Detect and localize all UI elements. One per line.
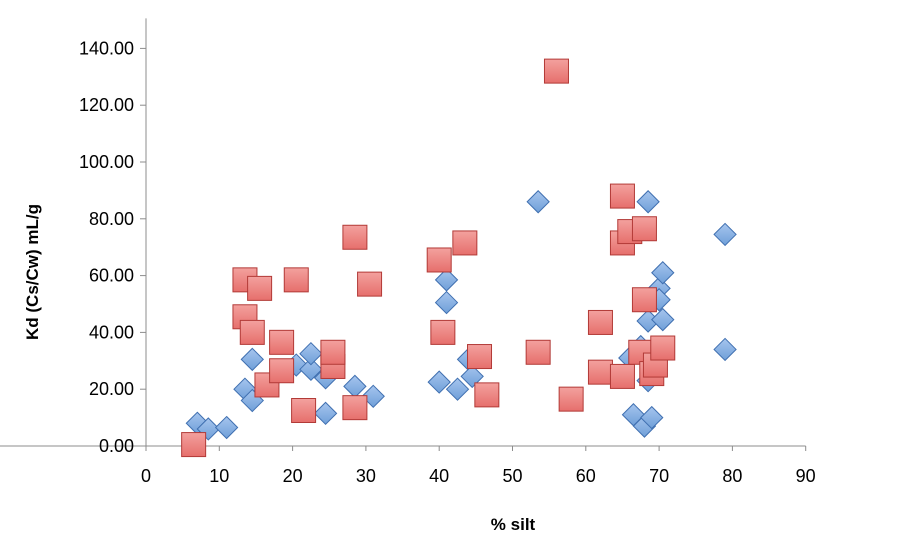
data-point-diamond [636, 190, 660, 214]
x-tick-label: 60 [576, 466, 596, 486]
y-tick-label: 80.00 [89, 209, 134, 229]
data-point-square [426, 247, 452, 273]
data-point-square [609, 183, 635, 209]
data-point-diamond [214, 415, 239, 440]
data-point-diamond [445, 377, 470, 401]
data-point-diamond [640, 405, 664, 430]
data-point-diamond [299, 341, 323, 366]
data-point-square [269, 329, 295, 355]
data-point-square [631, 287, 657, 313]
data-point-square [320, 339, 346, 365]
ticks: 9001020304050607080900.0020.0040.0060.00… [79, 38, 816, 486]
x-tick-label: 40 [429, 466, 449, 486]
x-tick-label: 0 [141, 466, 151, 486]
data-point-square [452, 230, 478, 256]
data-point-square [430, 319, 456, 345]
y-tick-label: 20.00 [89, 379, 134, 399]
data-point-diamond [460, 364, 484, 389]
data-point-diamond [713, 337, 737, 362]
y-tick-label: 120.00 [79, 95, 134, 115]
x-tick-label: 30 [356, 466, 376, 486]
data-point-square [543, 58, 569, 84]
y-tick-label: 140.00 [79, 38, 134, 58]
data-point-square [247, 275, 273, 301]
data-point-diamond [299, 357, 323, 382]
data-point-square [342, 224, 368, 250]
x-tick-label: 10 [209, 466, 229, 486]
data-point-square [631, 216, 657, 242]
data-point-diamond [343, 374, 367, 399]
y-tick-label: 60.00 [89, 266, 134, 286]
data-point-square [650, 335, 676, 361]
data-point-square [587, 309, 613, 335]
data-point-square [239, 319, 265, 345]
y-axis-title: Kd (Cs/Cw) mL/g [23, 204, 42, 340]
data-point-diamond [434, 290, 459, 315]
x-tick-label: 80 [722, 466, 742, 486]
y-tick-label: 100.00 [79, 152, 134, 172]
data-point-diamond [427, 370, 451, 394]
series-layer [181, 58, 737, 458]
data-point-diamond [361, 384, 385, 409]
y-tick-label: 0.00 [99, 436, 134, 456]
data-point-diamond [434, 268, 459, 292]
data-point-diamond [713, 222, 737, 247]
data-point-square [467, 344, 493, 370]
data-point-diamond [651, 307, 675, 332]
data-point-square [269, 358, 295, 384]
data-point-square [474, 382, 500, 408]
data-point-diamond [526, 190, 550, 214]
x-tick-label: 70 [649, 466, 669, 486]
data-point-square [283, 267, 309, 293]
data-point-square [587, 359, 613, 385]
data-point-diamond [651, 261, 675, 285]
x-tick-label: 50 [502, 466, 522, 486]
x-tick-label: 90 [796, 466, 816, 486]
data-point-square [558, 386, 584, 412]
x-axis-title: % silt [491, 515, 536, 534]
data-point-square [525, 339, 551, 365]
data-point-square [181, 432, 207, 458]
data-point-diamond [240, 347, 264, 372]
data-point-square [291, 398, 317, 423]
data-point-square [357, 271, 383, 297]
series-square [181, 58, 676, 458]
y-tick-label: 40.00 [89, 322, 134, 342]
data-point-square [609, 363, 635, 389]
x-tick-label: 20 [283, 466, 303, 486]
data-point-square [342, 395, 368, 421]
data-point-diamond [313, 401, 338, 426]
